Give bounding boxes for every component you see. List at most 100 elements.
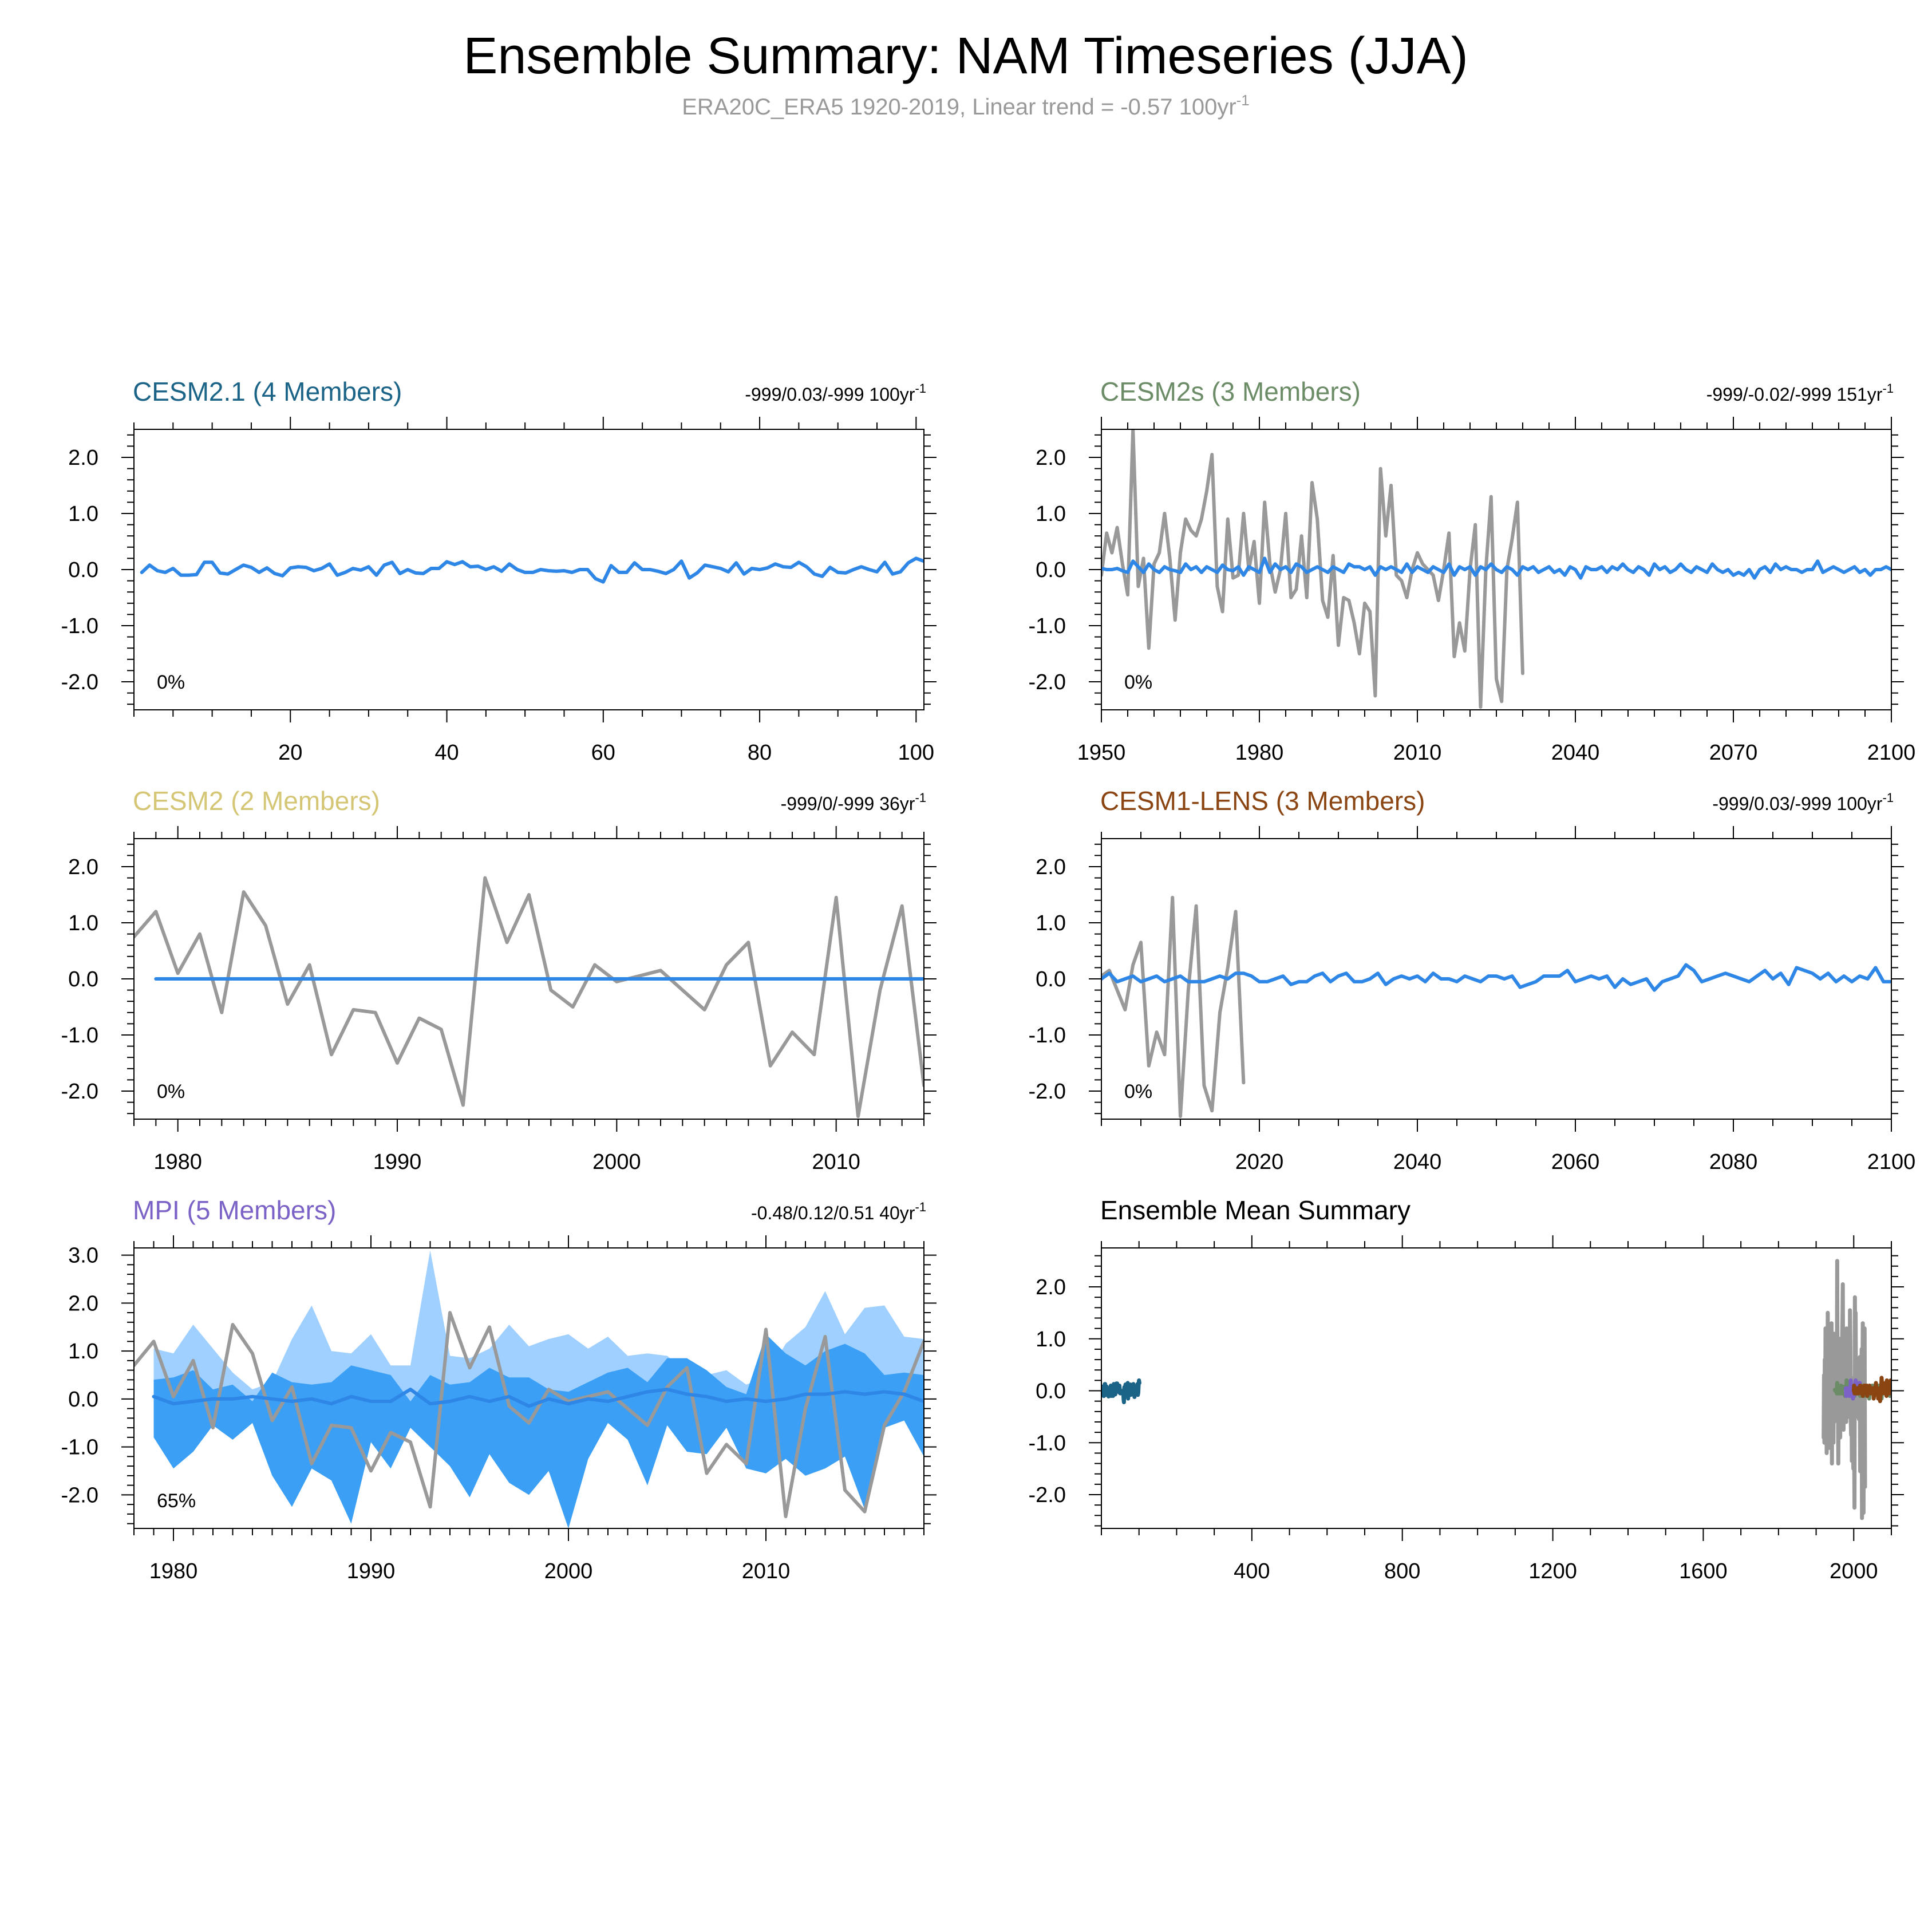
panel-percent-label: 0% xyxy=(1124,1081,1152,1103)
panel-percent-label: 65% xyxy=(157,1490,196,1512)
ytick-label: 1.0 xyxy=(1036,1327,1066,1352)
plot-area xyxy=(1101,895,1891,1119)
ytick-label: -1.0 xyxy=(1029,614,1066,638)
xtick-label: 1980 xyxy=(1235,741,1284,765)
panel-summary: Ensemble Mean Summary 2.0 1.0 0.0 -1.0 -2.0 40… xyxy=(1029,1195,1904,1583)
ytick-label: 0.0 xyxy=(1036,558,1066,582)
panel-stat-sup: -1 xyxy=(1882,791,1894,805)
series-line-cesm1-lens xyxy=(1851,1376,1891,1404)
ytick-label: -2.0 xyxy=(1029,1483,1066,1507)
figure-subtitle-sup: -1 xyxy=(1236,92,1250,109)
ytick-label: 2.0 xyxy=(68,855,98,879)
panel-stat: -999/0.03/-999 100yr-1 xyxy=(1712,791,1894,814)
panel-stat-text: -999/-0.02/-999 151yr xyxy=(1706,384,1883,405)
ytick-label: 0.0 xyxy=(68,558,98,582)
series-line-ensemble-mean xyxy=(152,1388,924,1408)
xtick-label: 2000 xyxy=(592,1150,641,1174)
series-line-cesm2-1 xyxy=(1101,1378,1141,1404)
panel-percent-label: 0% xyxy=(157,1081,185,1103)
xtick-label: 800 xyxy=(1384,1559,1420,1583)
panel-stat-text: -999/0/-999 36yr xyxy=(781,793,915,814)
figure-subtitle: ERA20C_ERA5 1920-2019, Linear trend = -0… xyxy=(682,92,1250,120)
panel-stat: -999/0.03/-999 100yr-1 xyxy=(745,381,926,405)
panel-stat-text: -999/0.03/-999 100yr xyxy=(745,384,915,405)
ytick-label: -2.0 xyxy=(61,1080,98,1104)
plot-frame xyxy=(1101,1247,1892,1529)
xtick-label: 2060 xyxy=(1551,1150,1600,1174)
ytick-label: -2.0 xyxy=(61,670,98,694)
xtick-label: 2100 xyxy=(1867,741,1916,765)
xtick-label: 1950 xyxy=(1077,741,1126,765)
panel-cesm21: CESM2.1 (4 Members) -999/0.03/-999 100yr-… xyxy=(61,377,937,765)
ytick-label: 0.0 xyxy=(68,1388,98,1412)
series-line-observations xyxy=(1101,895,1246,1119)
xtick-label: 400 xyxy=(1234,1559,1270,1583)
panel-title: CESM2.1 (4 Members) xyxy=(133,377,402,406)
panel-stat-sup: -1 xyxy=(915,381,926,396)
panel-title: CESM2s (3 Members) xyxy=(1100,377,1361,406)
ytick-label: -1.0 xyxy=(61,1436,98,1460)
xtick-label: 80 xyxy=(748,741,772,765)
figure-subtitle-text: ERA20C_ERA5 1920-2019, Linear trend = -0… xyxy=(682,94,1236,120)
xtick-label: 20 xyxy=(278,741,302,765)
series-line-observations xyxy=(1101,429,1524,709)
xtick-label: 60 xyxy=(591,741,615,765)
plot-area xyxy=(1101,1259,1891,1520)
panel-stat: -999/0/-999 36yr-1 xyxy=(781,791,926,814)
ytick-label: 1.0 xyxy=(1036,911,1066,935)
panel-stat-text: -999/0.03/-999 100yr xyxy=(1712,793,1882,814)
panel-title: Ensemble Mean Summary xyxy=(1100,1195,1411,1225)
panel-percent-label: 0% xyxy=(157,671,185,693)
xtick-label: 40 xyxy=(434,741,459,765)
plot-area xyxy=(140,556,924,584)
ytick-label: 2.0 xyxy=(1036,855,1066,879)
spread-inner-band xyxy=(153,1334,924,1528)
xtick-label: 2040 xyxy=(1393,1150,1442,1174)
ytick-label: 2.0 xyxy=(68,1291,98,1315)
ytick-label: 1.0 xyxy=(68,1340,98,1364)
series-line-observations xyxy=(134,876,924,1119)
ytick-label: -1.0 xyxy=(61,614,98,638)
ytick-label: 2.0 xyxy=(68,446,98,470)
ytick-label: -1.0 xyxy=(1029,1024,1066,1048)
panel-cesm2s: CESM2s (3 Members) -999/-0.02/-999 151yr-… xyxy=(1029,377,1916,765)
panel-stat: -999/-0.02/-999 151yr-1 xyxy=(1706,381,1894,405)
xtick-label: 1600 xyxy=(1679,1559,1728,1583)
xtick-label: 2070 xyxy=(1709,741,1758,765)
xtick-label: 2040 xyxy=(1551,741,1600,765)
panel-cesm2: CESM2 (2 Members) -999/0/-999 36yr-1 2.0 1.… xyxy=(61,786,937,1174)
ytick-label: -2.0 xyxy=(1029,670,1066,694)
xtick-label: 2010 xyxy=(812,1150,860,1174)
xtick-label: 2000 xyxy=(1830,1559,1878,1583)
plot-area xyxy=(134,876,924,1119)
series-line-ensemble-mean xyxy=(1101,963,1891,992)
xtick-label: 2000 xyxy=(544,1559,593,1583)
ytick-label: 1.0 xyxy=(1036,502,1066,526)
panel-percent-label: 0% xyxy=(1124,671,1152,693)
ytick-label: 2.0 xyxy=(1036,1275,1066,1299)
xtick-label: 1980 xyxy=(153,1150,202,1174)
xtick-label: 2100 xyxy=(1867,1150,1916,1174)
plot-area xyxy=(1101,429,1891,709)
series-line-ensemble-mean xyxy=(140,556,924,584)
ytick-label: 2.0 xyxy=(1036,446,1066,470)
series-line-ensemble-mean xyxy=(1101,556,1891,580)
panel-stat-sup: -1 xyxy=(915,1200,926,1214)
ytick-label: -1.0 xyxy=(1029,1431,1066,1455)
ytick-label: 0.0 xyxy=(1036,1380,1066,1404)
panel-mpi: MPI (5 Members) -0.48/0.12/0.51 40yr-1 3.0… xyxy=(61,1195,937,1583)
xtick-label: 2010 xyxy=(1393,741,1442,765)
ytick-label: 0.0 xyxy=(1036,967,1066,991)
ytick-label: -2.0 xyxy=(1029,1080,1066,1104)
panel-stat-text: -0.48/0.12/0.51 40yr xyxy=(751,1203,915,1223)
ytick-label: -1.0 xyxy=(61,1024,98,1048)
ytick-label: 1.0 xyxy=(68,911,98,935)
xtick-label: 1990 xyxy=(373,1150,422,1174)
xtick-label: 100 xyxy=(898,741,934,765)
figure-title: Ensemble Summary: NAM Timeseries (JJA) xyxy=(463,27,1468,85)
xtick-label: 2010 xyxy=(742,1559,791,1583)
panel-title: CESM2 (2 Members) xyxy=(133,786,380,816)
xtick-label: 2020 xyxy=(1235,1150,1284,1174)
